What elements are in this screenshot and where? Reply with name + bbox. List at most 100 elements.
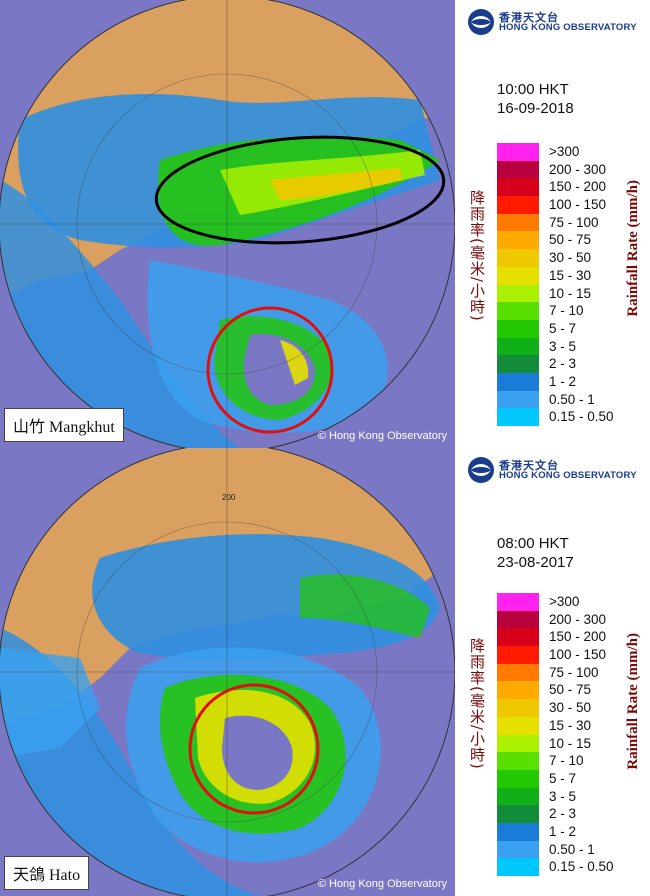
- range-ring-label: 200: [222, 493, 236, 502]
- legend-swatch: [497, 734, 539, 753]
- time-text: 10:00 HKT: [497, 81, 569, 98]
- legend-swatch: [497, 787, 539, 806]
- legend-label: 0.50 - 1: [549, 391, 595, 407]
- legend-label: 50 - 75: [549, 232, 592, 248]
- legend-label: >300: [549, 594, 580, 609]
- legend-swatch: [497, 160, 539, 179]
- legend-row: 0.15 - 0.50: [497, 858, 647, 876]
- legend-row: 3 - 5: [497, 787, 647, 806]
- legend-swatch: [497, 249, 539, 267]
- legend-row: 150 - 200: [497, 178, 647, 197]
- legend-label: 1 - 2: [549, 373, 577, 389]
- timestamp: 08:00 HKT 23-08-2017: [497, 534, 574, 572]
- credit-text: © Hong Kong Observatory: [317, 878, 447, 890]
- legend-swatch: [497, 231, 539, 250]
- legend-label: 3 - 5: [549, 788, 577, 804]
- legend-swatch: [497, 372, 539, 391]
- legend-swatch: [497, 628, 539, 647]
- legend-swatch: [497, 355, 539, 373]
- legend-swatch: [497, 408, 539, 426]
- legend-swatch: [497, 805, 539, 823]
- legend-label: 75 - 100: [549, 664, 599, 680]
- legend-swatch: [497, 266, 539, 285]
- legend-swatch: [497, 593, 539, 611]
- legend-label: 3 - 5: [549, 338, 577, 354]
- hko-logo-icon: [468, 457, 494, 483]
- legend-row: 15 - 30: [497, 266, 647, 285]
- legend-label: 15 - 30: [549, 267, 592, 283]
- logo-cn: 香港天文台: [499, 458, 559, 472]
- storm-name-label: 天鴿 Hato: [4, 856, 90, 890]
- legend-label: 0.50 - 1: [549, 841, 595, 857]
- legend-row: >300: [497, 593, 647, 611]
- legend-row: 1 - 2: [497, 822, 647, 841]
- legend-swatch: [497, 646, 539, 664]
- legend-row: 30 - 50: [497, 249, 647, 267]
- legend-label: 15 - 30: [549, 717, 592, 733]
- legend-row: 10 - 15: [497, 284, 647, 303]
- legend-label: 75 - 100: [549, 214, 599, 230]
- legend-label: 5 - 7: [549, 320, 577, 336]
- legend-row: 0.50 - 1: [497, 390, 647, 409]
- legend-row: 0.15 - 0.50: [497, 408, 647, 426]
- legend-label: 10 - 15: [549, 735, 592, 751]
- legend-row: 30 - 50: [497, 699, 647, 717]
- logo-en: HONG KONG OBSERVATORY: [499, 469, 637, 481]
- legend-swatch: [497, 699, 539, 717]
- storm-name-label: 山竹 Mangkhut: [4, 408, 124, 442]
- legend-swatch: [497, 213, 539, 232]
- legend-row: 5 - 7: [497, 769, 647, 788]
- legend-row: 100 - 150: [497, 196, 647, 214]
- legend-label: 2 - 3: [549, 806, 577, 822]
- legend-row: 200 - 300: [497, 160, 647, 179]
- legend-row: 5 - 7: [497, 319, 647, 338]
- legend-title-en: Rainfall Rate (mm/h): [625, 633, 641, 770]
- legend-swatch: [497, 840, 539, 859]
- logo-en: HONG KONG OBSERVATORY: [499, 21, 637, 33]
- legend-row: 10 - 15: [497, 734, 647, 753]
- legend-swatch: [497, 196, 539, 214]
- hko-logo: 香港天文台 HONG KONG OBSERVATORY: [467, 8, 637, 36]
- legend-label: 30 - 50: [549, 250, 592, 266]
- legend-row: 50 - 75: [497, 681, 647, 700]
- legend-label: 100 - 150: [549, 647, 607, 663]
- legend-row: 15 - 30: [497, 716, 647, 735]
- legend-row: 75 - 100: [497, 663, 647, 682]
- legend-swatch: [497, 610, 539, 629]
- legend-sidebar: 香港天文台 HONG KONG OBSERVATORY 10:00 HKT 16…: [455, 0, 650, 448]
- legend-label: >300: [549, 144, 580, 159]
- credit-text: © Hong Kong Observatory: [317, 430, 447, 442]
- black-ellipse-annotation: [154, 135, 446, 245]
- legend-row: 1 - 2: [497, 372, 647, 391]
- legend-row: 100 - 150: [497, 646, 647, 664]
- time-text: 08:00 HKT: [497, 535, 569, 552]
- legend-row: 3 - 5: [497, 337, 647, 356]
- radar-panel-hato: 200 天鴿 Hato © Hong Kong Observatory 香港天文…: [0, 448, 650, 896]
- legend-label: 150 - 200: [549, 179, 607, 195]
- rainfall-legend: >300 200 - 300 150 - 200 100 - 150 75 - 100 5…: [497, 143, 647, 426]
- legend-swatch: [497, 681, 539, 700]
- legend-label: 30 - 50: [549, 700, 592, 716]
- legend-title-en: Rainfall Rate (mm/h): [625, 180, 641, 317]
- legend-title-cn: 降雨率(毫米/小時): [468, 638, 486, 770]
- legend-row: 2 - 3: [497, 805, 647, 823]
- legend-swatch: [497, 178, 539, 197]
- radar-image: 山竹 Mangkhut © Hong Kong Observatory: [0, 0, 455, 448]
- legend-label: 200 - 300: [549, 611, 607, 627]
- radar-panel-mangkhut: 山竹 Mangkhut © Hong Kong Observatory 香港天文…: [0, 0, 650, 448]
- legend-row: 0.50 - 1: [497, 840, 647, 859]
- legend-swatch: [497, 302, 539, 320]
- legend-label: 5 - 7: [549, 770, 577, 786]
- hko-logo-icon: [468, 9, 494, 35]
- legend-label: 7 - 10: [549, 753, 584, 769]
- legend-swatch: [497, 769, 539, 788]
- red-circle-annotation: [188, 683, 320, 815]
- legend-row: 75 - 100: [497, 213, 647, 232]
- legend-swatch: [497, 716, 539, 735]
- date-text: 23-08-2017: [497, 554, 574, 571]
- legend-row: 200 - 300: [497, 610, 647, 629]
- legend-swatch: [497, 822, 539, 841]
- legend-row: 2 - 3: [497, 355, 647, 373]
- logo-cn: 香港天文台: [499, 10, 559, 24]
- legend-row: 7 - 10: [497, 752, 647, 770]
